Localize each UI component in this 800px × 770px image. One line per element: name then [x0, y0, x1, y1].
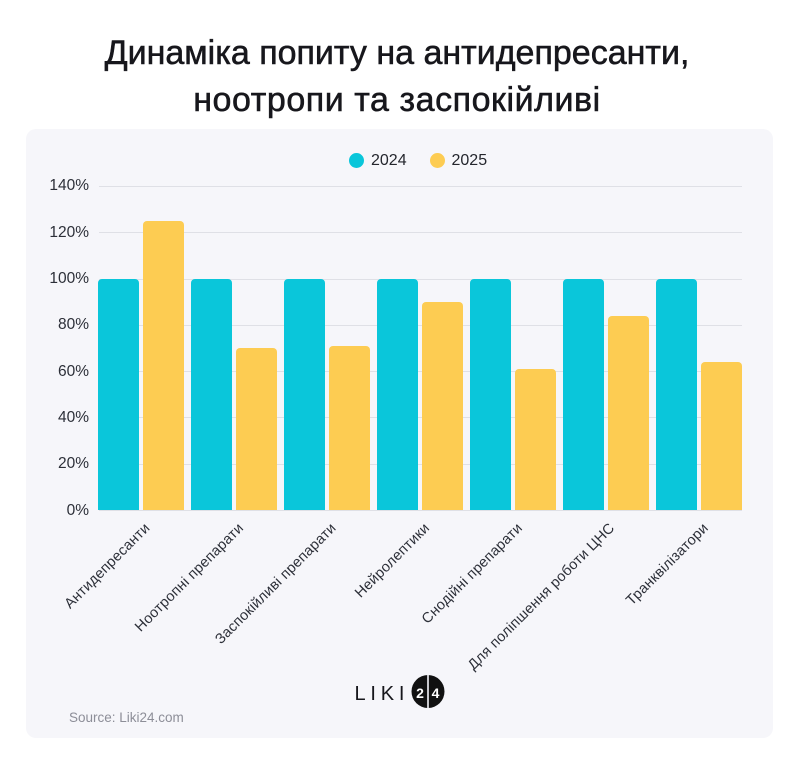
- svg-text:LIKI: LIKI: [355, 683, 410, 705]
- svg-text:2: 2: [416, 685, 424, 701]
- svg-text:4: 4: [432, 685, 440, 701]
